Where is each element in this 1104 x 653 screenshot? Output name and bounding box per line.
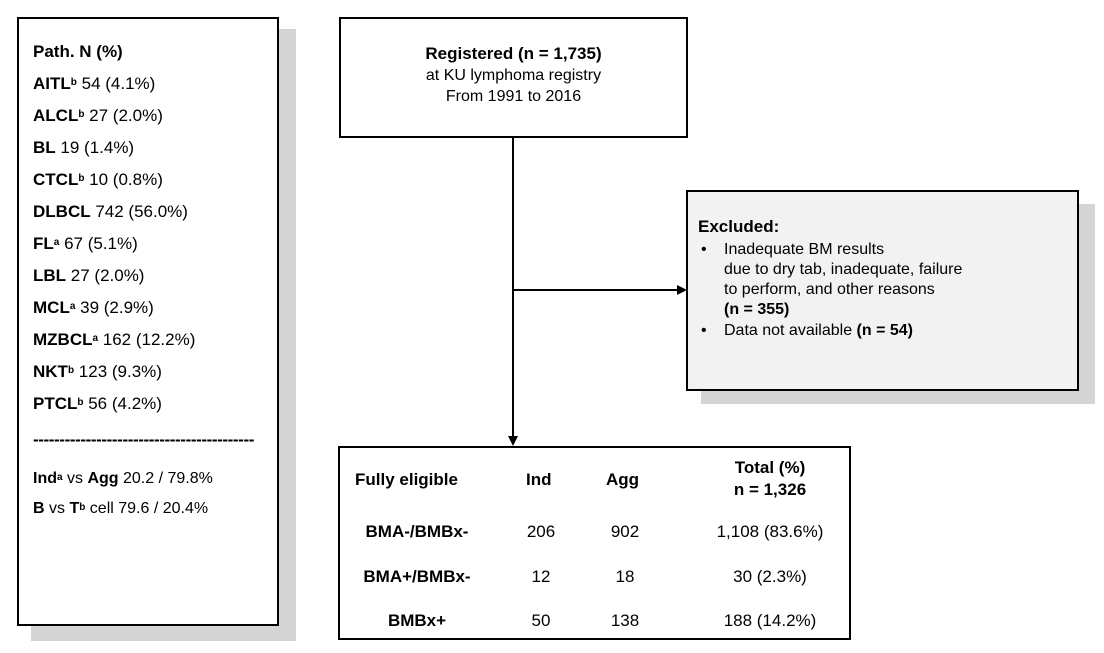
legend-value: 67 (5.1%) [59,234,138,253]
header-agg: Agg [606,470,640,489]
header-total-n: n = 1,326 [733,480,807,499]
legend-footer-value: cell 79.6 / 20.4% [85,500,209,517]
excluded-item-count: (n = 355) [724,301,790,318]
row-total: 30 (2.3%) [733,567,807,586]
legend-value: 10 (0.8%) [84,170,163,189]
legend-row: AITLb 54 (4.1%) [33,73,277,105]
row-total: 188 (14.2%) [723,611,817,630]
legend-row: CTCLb 10 (0.8%) [33,169,277,201]
legend-footer-row: B vs Tb cell 79.6 / 20.4% [33,499,277,529]
legend-footer-vs: vs [44,500,70,517]
row-total: 1,108 (83.6%) [716,522,824,541]
legend-footer-value: 20.2 / 79.8% [118,470,213,487]
legend-footnote-mark: b [78,109,85,120]
legend-footnote-mark: a [57,472,63,483]
excluded-item-line: due to dry tab, inadequate, failure [724,261,963,278]
header-fully-eligible: Fully eligible [355,470,458,489]
legend-separator: ----------------------------------------… [33,430,254,449]
legend-footnote-mark: a [69,301,76,312]
row-agg: 138 [610,611,640,630]
legend-row: PTCLb 56 (4.2%) [33,393,277,425]
row-label: BMA+/BMBx- [363,567,471,586]
legend-footer-row: Inda vs Agg 20.2 / 79.8% [33,469,277,499]
legend-abbr: AITL [33,74,71,93]
registered-title: Registered (n = 1,735) [425,44,602,63]
legend-abbr: CTCL [33,170,79,189]
excluded-box: Excluded: • Inadequate BM results due to… [686,190,1079,391]
registered-box: Registered (n = 1,735) at KU lymphoma re… [339,17,688,138]
registered-period: From 1991 to 2016 [445,88,582,105]
registered-registry: at KU lymphoma registry [425,67,602,84]
excluded-item-inadequate: • Inadequate BM results due to dry tab, … [698,240,1077,320]
excluded-item-text: Data not available [724,322,857,339]
legend-row: NKTb 123 (9.3%) [33,361,277,393]
legend-row: BL 19 (1.4%) [33,137,277,169]
row-label: BMBx+ [387,611,447,630]
bullet-icon: • [701,322,707,339]
legend-value: 39 (2.9%) [75,298,154,317]
legend-footnote-mark: a [92,333,99,344]
right-arrowhead-icon [677,285,687,295]
legend-footer: Inda vs Agg 20.2 / 79.8% B vs Tb cell 79.… [33,469,277,529]
legend-value: 123 (9.3%) [74,362,162,381]
header-total: Total (%) [734,458,806,477]
excluded-item-line: to perform, and other reasons [724,281,935,298]
legend-value: 162 (12.2%) [98,330,196,349]
legend-title: Path. N (%) [33,42,123,61]
row-ind: 50 [531,611,551,630]
legend-footnote-mark: b [78,173,85,184]
legend-footer-term: T [69,500,80,517]
legend-abbr: LBL [33,266,67,285]
legend-value: 742 (56.0%) [90,202,188,221]
legend-abbr: NKT [33,362,68,381]
down-arrowhead-icon [508,436,518,446]
legend-footnote-mark: b [77,397,84,408]
legend-rows: AITLb 54 (4.1%) ALCLb 27 (2.0%) BL 19 (1.4… [33,73,277,425]
row-ind: 12 [531,567,551,586]
row-ind: 206 [526,522,556,541]
legend-footnote-mark: b [67,365,75,376]
bullet-icon: • [701,241,707,258]
legend-footer-term: Ind [33,470,57,487]
legend-value: 54 (4.1%) [76,74,156,93]
legend-row: DLBCL 742 (56.0%) [33,201,277,233]
legend-footer-term: Agg [87,470,119,487]
legend-abbr: PTCL [33,394,78,413]
legend-footnote-mark: b [70,77,77,88]
legend-value: 19 (1.4%) [55,138,135,157]
legend-row: FLa 67 (5.1%) [33,233,277,265]
legend-abbr: MCL [33,298,70,317]
legend-row: LBL 27 (2.0%) [33,265,277,297]
legend-value: 56 (4.2%) [83,394,162,413]
row-agg: 18 [615,567,635,586]
excluded-item-line: Inadequate BM results [724,241,885,258]
legend-value: 27 (2.0%) [66,266,145,285]
legend-abbr: MZBCL [33,330,93,349]
legend-row: MZBCLa 162 (12.2%) [33,329,277,361]
header-ind: Ind [526,470,552,489]
legend-footnote-mark: b [79,502,86,513]
excluded-item-not-available: • Data not available (n = 54) [698,321,1077,341]
eligible-table-box: Fully eligible Ind Agg Total (%) n = 1,3… [338,446,851,640]
row-label: BMA-/BMBx- [365,522,469,541]
legend-abbr: BL [33,138,56,157]
legend-footnote-mark: a [53,237,60,248]
legend-abbr: ALCL [33,106,79,125]
pathology-legend-box: Path. N (%) AITLb 54 (4.1%) ALCLb 27 (2.0… [17,17,279,626]
legend-footer-vs: vs [62,470,88,487]
legend-footer-term: B [33,500,45,517]
legend-row: ALCLb 27 (2.0%) [33,105,277,137]
legend-value: 27 (2.0%) [84,106,163,125]
legend-abbr: FL [33,234,54,253]
excluded-title: Excluded: [698,217,780,236]
excluded-item-count: (n = 54) [856,322,913,339]
row-agg: 902 [610,522,640,541]
legend-abbr: DLBCL [33,202,91,221]
legend-row: MCLa 39 (2.9%) [33,297,277,329]
